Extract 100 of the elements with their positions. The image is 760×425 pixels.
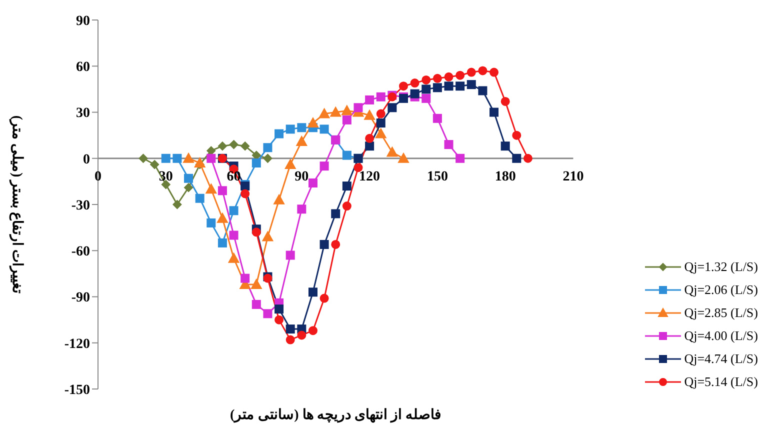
- point: [206, 218, 216, 228]
- point: [500, 142, 510, 151]
- point: [263, 143, 272, 152]
- point: [240, 189, 250, 198]
- y-tick-label: -60: [71, 244, 90, 260]
- point: [240, 142, 250, 151]
- point: [297, 204, 306, 214]
- point: [250, 278, 262, 289]
- point: [512, 130, 522, 140]
- x-tick-label: 210: [562, 169, 584, 184]
- point: [478, 86, 488, 96]
- point: [466, 68, 476, 77]
- point: [262, 231, 274, 242]
- point: [512, 154, 522, 163]
- y-tick-label: 90: [76, 14, 90, 29]
- point: [410, 89, 420, 98]
- point: [286, 335, 295, 344]
- point: [274, 129, 284, 138]
- point: [228, 252, 240, 263]
- point: [284, 159, 296, 170]
- point: [456, 82, 465, 91]
- point: [432, 114, 442, 123]
- point: [263, 309, 272, 318]
- legend-label: Qj=1.32 (L/S): [684, 258, 758, 274]
- point: [410, 78, 420, 88]
- y-tick-label: -120: [64, 336, 90, 352]
- x-axis-title: فاصله از انتهای دریچه ها (سانتی متر): [230, 408, 442, 423]
- legend-label: Qj=5.14 (L/S): [684, 374, 758, 390]
- point: [286, 124, 295, 134]
- point: [274, 315, 284, 324]
- point: [320, 240, 329, 249]
- point: [172, 154, 182, 163]
- point: [184, 183, 194, 192]
- point: [308, 326, 318, 336]
- point: [252, 228, 261, 237]
- point: [320, 162, 329, 171]
- point: [161, 154, 170, 163]
- point: [297, 123, 306, 132]
- point: [229, 206, 238, 216]
- point: [490, 108, 499, 117]
- x-tick-label: 180: [494, 169, 516, 184]
- point: [432, 74, 442, 83]
- point: [240, 274, 250, 283]
- point: [218, 238, 227, 248]
- legend-label: Qj=4.74 (L/S): [684, 350, 758, 366]
- point: [478, 66, 488, 76]
- point: [150, 160, 160, 170]
- point: [138, 154, 148, 163]
- point: [206, 154, 216, 163]
- point: [218, 142, 227, 151]
- point: [308, 178, 318, 188]
- x-tick-label: 0: [94, 169, 102, 184]
- point: [422, 84, 431, 94]
- point: [183, 152, 194, 163]
- point: [398, 152, 409, 163]
- point: [274, 304, 284, 314]
- point: [195, 194, 204, 203]
- point: [444, 72, 454, 82]
- point: [218, 186, 227, 196]
- point: [354, 103, 363, 112]
- point: [354, 163, 363, 172]
- point: [490, 68, 499, 77]
- point: [194, 157, 206, 168]
- y-tick-label: -150: [64, 382, 90, 398]
- point: [375, 128, 386, 138]
- point: [307, 118, 318, 128]
- y-tick-label: -90: [71, 290, 90, 306]
- x-tick-label: 120: [359, 169, 380, 184]
- point: [466, 80, 476, 90]
- point: [342, 182, 352, 191]
- legend-label: Qj=2.85 (L/S): [684, 304, 758, 320]
- point: [286, 250, 295, 260]
- point: [320, 124, 329, 134]
- point: [206, 184, 217, 194]
- point: [308, 288, 318, 297]
- point: [376, 109, 386, 118]
- x-tick-label: 150: [426, 169, 448, 184]
- point: [274, 194, 285, 204]
- point: [422, 94, 431, 103]
- point: [342, 115, 352, 124]
- y-tick-label: -30: [71, 198, 90, 214]
- y-tick-label: 0: [83, 152, 90, 168]
- legend-label: Qj=2.06 (L/S): [684, 282, 758, 298]
- point: [341, 105, 352, 116]
- point: [364, 110, 376, 120]
- point: [286, 324, 295, 334]
- point: [399, 82, 408, 91]
- point: [444, 82, 454, 91]
- point: [365, 95, 374, 104]
- point: [296, 136, 308, 146]
- point: [331, 209, 340, 218]
- point: [365, 134, 374, 143]
- point: [432, 83, 442, 92]
- point: [216, 212, 228, 223]
- point: [252, 300, 261, 309]
- point: [422, 75, 431, 84]
- point: [365, 142, 374, 151]
- x-tick-label: 90: [294, 169, 309, 184]
- y-tick-label: 30: [76, 106, 90, 122]
- point: [456, 154, 465, 163]
